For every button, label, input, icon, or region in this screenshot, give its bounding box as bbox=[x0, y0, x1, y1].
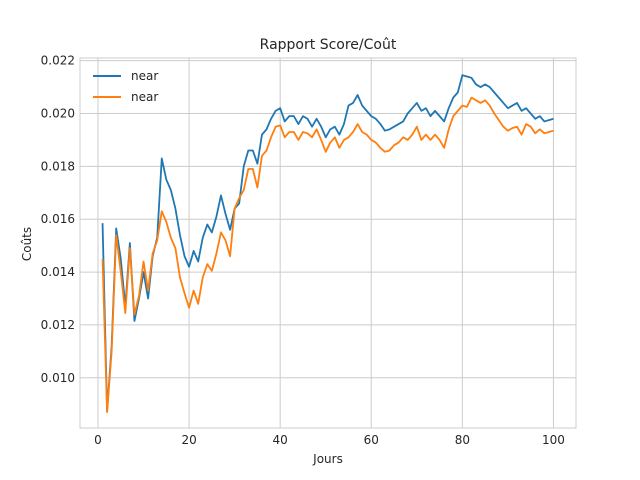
y-axis-label: Coûts bbox=[20, 227, 34, 261]
x-tick-label: 40 bbox=[273, 433, 288, 447]
legend-label-series-1: near bbox=[131, 69, 158, 83]
gridlines bbox=[80, 58, 576, 428]
x-axis-ticks: 0 20 40 60 80 100 bbox=[94, 433, 565, 447]
legend: near near bbox=[93, 69, 158, 104]
y-tick-label: 0.018 bbox=[41, 159, 75, 173]
y-tick-label: 0.020 bbox=[41, 107, 75, 121]
y-tick-label: 0.010 bbox=[41, 371, 75, 385]
legend-label-series-2: near bbox=[131, 90, 158, 104]
y-axis-ticks: 0.010 0.012 0.014 0.016 0.018 0.020 0.022 bbox=[41, 54, 75, 385]
plot-background bbox=[80, 58, 576, 428]
plot-area bbox=[79, 57, 577, 429]
y-tick-label: 0.014 bbox=[41, 265, 75, 279]
x-tick-label: 20 bbox=[181, 433, 196, 447]
chart-title: Rapport Score/Coût bbox=[260, 37, 397, 53]
x-tick-label: 100 bbox=[542, 433, 565, 447]
x-tick-label: 80 bbox=[455, 433, 470, 447]
y-tick-label: 0.022 bbox=[41, 54, 75, 68]
series-line-2 bbox=[101, 96, 554, 414]
x-tick-label: 0 bbox=[94, 433, 102, 447]
plot-frame bbox=[79, 57, 577, 429]
x-axis-label: Jours bbox=[312, 452, 343, 466]
series-lines bbox=[101, 74, 554, 414]
y-tick-label: 0.016 bbox=[41, 212, 75, 226]
x-tick-label: 60 bbox=[364, 433, 379, 447]
y-tick-label: 0.012 bbox=[41, 318, 75, 332]
series-line-1 bbox=[101, 74, 554, 412]
